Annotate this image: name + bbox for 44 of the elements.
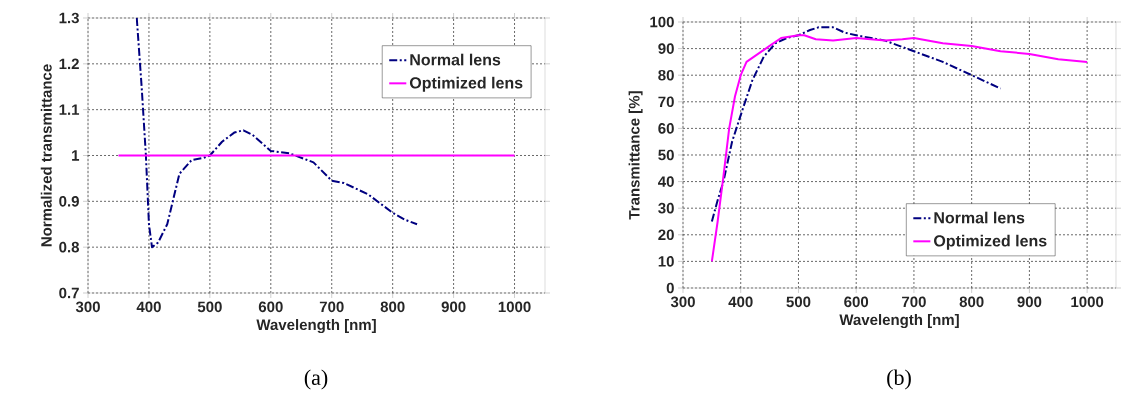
x-tick-label: 800 (959, 296, 984, 308)
y-tick-label: 30 (658, 202, 674, 214)
y-tick-label: 0.7 (59, 287, 79, 299)
x-tick-label: 400 (728, 296, 753, 308)
x-tick-label: 500 (197, 301, 222, 313)
y-tick-label: 40 (658, 176, 674, 187)
y-tick-label: 1.3 (59, 12, 79, 24)
y-tick-label: 10 (658, 256, 674, 267)
y-tick-label: 20 (658, 229, 674, 241)
legend-label: Optimized lens (409, 76, 523, 92)
x-axis-title: Wavelength [nm] (256, 319, 376, 334)
x-tick-label: 900 (441, 301, 466, 313)
x-tick-label: 600 (258, 301, 283, 313)
legend-label: Normal lens (934, 211, 1025, 224)
y-tick-label: 80 (658, 69, 674, 81)
y-tick-label: 50 (658, 149, 674, 161)
x-tick-label: 400 (136, 301, 161, 313)
text: (b) (887, 369, 911, 390)
y-tick-label: 0.8 (59, 241, 80, 253)
text: (a) (304, 369, 328, 390)
y-axis-title: Transmittance [%] (628, 91, 643, 220)
legend-label: Normal lens (410, 53, 501, 66)
y-tick-label: 70 (658, 96, 674, 108)
x-tick-label: 700 (902, 296, 926, 308)
y-tick-label: 90 (658, 43, 674, 54)
y-tick-label: 1.2 (59, 58, 79, 70)
x-tick-label: 1000 (1071, 296, 1104, 308)
x-tick-label: 500 (786, 296, 811, 308)
y-tick-label: 1 (72, 150, 80, 161)
y-axis-title: Normalized transmittance (40, 64, 52, 247)
x-tick-label: 900 (1017, 296, 1042, 308)
x-tick-label: 800 (380, 301, 405, 313)
y-tick-label: 60 (658, 123, 674, 134)
x-axis-title: Wavelength [nm] (839, 314, 959, 329)
x-tick-label: 1000 (498, 301, 531, 313)
y-tick-label: 0.9 (59, 196, 79, 207)
x-tick-label: 300 (670, 296, 695, 308)
y-tick-label: 1.1 (59, 104, 80, 115)
y-tick-label: 100 (650, 16, 674, 28)
x-tick-label: 700 (319, 301, 344, 313)
y-tick-label: 0 (666, 282, 674, 294)
x-tick-label: 600 (844, 296, 869, 308)
legend-label: Optimized lens (934, 234, 1047, 250)
x-tick-label: 300 (75, 301, 100, 313)
